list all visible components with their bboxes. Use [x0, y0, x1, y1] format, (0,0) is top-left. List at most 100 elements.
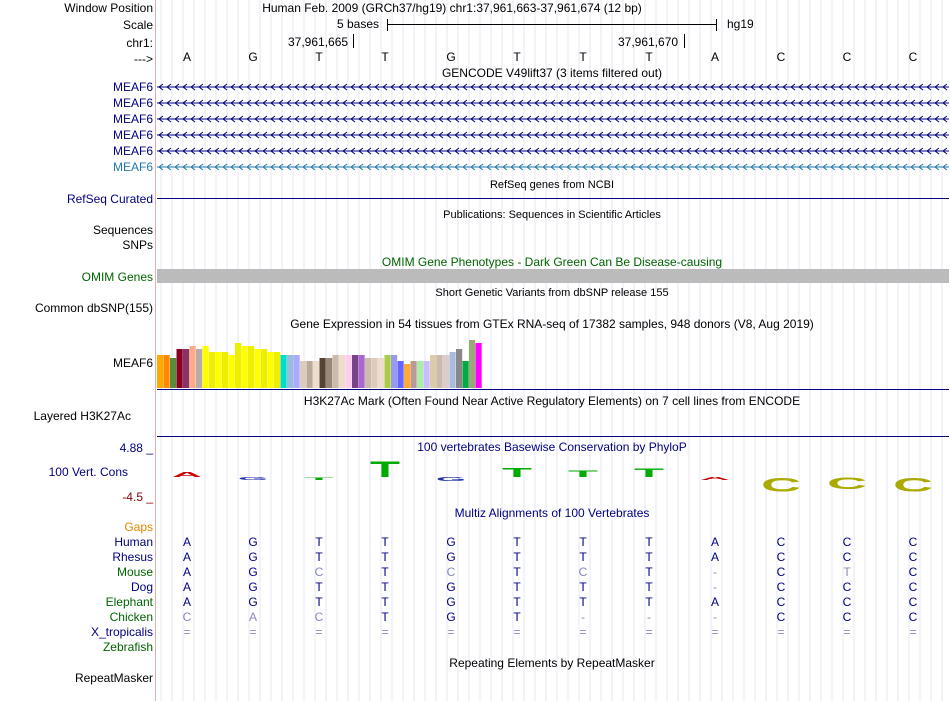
rmsk-label[interactable]: RepeatMasker: [74, 671, 153, 685]
gtex-bar-chart[interactable]: [156, 330, 556, 390]
strand-arrow: [886, 163, 892, 171]
gencode-gene-line[interactable]: [157, 162, 949, 172]
aligned-base: T: [381, 595, 389, 609]
gtex-tissue-bar: [157, 355, 164, 388]
pubs-label[interactable]: Sequences: [92, 223, 153, 237]
strand-arrow: [926, 83, 932, 91]
phylop-min-label: -4.5 _: [122, 490, 153, 504]
ref-base: T: [381, 50, 389, 64]
strand-arrow: [710, 115, 716, 123]
strand-arrow: [246, 115, 252, 123]
gtex-label[interactable]: MEAF6: [112, 356, 153, 370]
gencode-gene-line[interactable]: [157, 130, 949, 140]
strand-arrow: [798, 131, 804, 139]
aligned-base: =: [843, 625, 851, 639]
strand-arrow: [470, 163, 476, 171]
strand-arrow: [510, 131, 516, 139]
species-label[interactable]: Chicken: [109, 610, 153, 624]
gencode-item-label[interactable]: MEAF6: [112, 160, 153, 174]
strand-arrow: [238, 147, 244, 155]
species-label[interactable]: Rhesus: [112, 550, 153, 564]
gtex-tissue-bar: [475, 343, 482, 388]
strand-arrow: [814, 115, 820, 123]
gencode-item-label[interactable]: MEAF6: [112, 112, 153, 126]
omim-bar[interactable]: [157, 269, 949, 283]
species-label[interactable]: Elephant: [105, 595, 153, 609]
strand-arrow: [526, 99, 532, 107]
strand-arrow: [350, 147, 356, 155]
ref-base: T: [645, 50, 653, 64]
strand-label[interactable]: --->: [134, 52, 153, 66]
species-label[interactable]: Dog: [130, 580, 153, 594]
snps-label[interactable]: SNPs: [122, 238, 153, 252]
strand-arrow: [254, 99, 260, 107]
strand-arrow: [286, 163, 292, 171]
chr-label[interactable]: chr1:: [126, 36, 153, 50]
strand-arrow: [470, 115, 476, 123]
aligned-base: C: [908, 550, 918, 564]
scale-label[interactable]: Scale: [122, 18, 153, 32]
phylop-base-glyph: A: [172, 470, 204, 479]
species-label[interactable]: Zebrafish: [102, 640, 153, 654]
strand-arrow: [238, 131, 244, 139]
strand-arrow: [374, 163, 380, 171]
gtex-tissue-bar: [228, 355, 235, 388]
aligned-base: A: [182, 550, 192, 564]
refseq-gene-line[interactable]: [157, 198, 949, 199]
gencode-gene-line[interactable]: [157, 82, 949, 92]
strand-arrow: [422, 163, 428, 171]
gencode-item-label[interactable]: MEAF6: [112, 128, 153, 142]
strand-arrow: [782, 115, 788, 123]
strand-arrow: [710, 83, 716, 91]
strand-arrow: [286, 147, 292, 155]
species-label[interactable]: X_tropicalis: [90, 625, 153, 639]
strand-arrow: [286, 115, 292, 123]
dbsnp-label[interactable]: Common dbSNP(155): [34, 301, 153, 315]
gtex-tissue-bar: [384, 355, 391, 388]
gencode-item-label[interactable]: MEAF6: [112, 96, 153, 110]
strand-arrow: [806, 147, 812, 155]
strand-arrow: [350, 83, 356, 91]
aligned-base: G: [446, 610, 456, 624]
strand-arrow: [654, 147, 660, 155]
aligned-base: G: [248, 550, 258, 564]
strand-arrow: [198, 147, 204, 155]
window-position-label[interactable]: Window Position: [64, 1, 153, 15]
aligned-base: G: [446, 550, 456, 564]
gencode-gene-line[interactable]: [157, 146, 949, 156]
strand-arrow: [334, 83, 340, 91]
refseq-label[interactable]: RefSeq Curated: [66, 192, 153, 206]
strand-arrow: [446, 147, 452, 155]
aligned-base: -: [581, 610, 585, 624]
track-separator: [155, 0, 156, 701]
strand-arrow: [158, 131, 164, 139]
strand-arrow: [342, 115, 348, 123]
strand-arrow: [398, 131, 404, 139]
gencode-item-label[interactable]: MEAF6: [112, 144, 153, 158]
aligned-base: T: [315, 580, 323, 594]
species-label[interactable]: Human: [114, 535, 153, 549]
strand-arrow: [366, 83, 372, 91]
strand-arrow: [174, 83, 180, 91]
h3k27ac-label[interactable]: Layered H3K27Ac: [33, 409, 131, 423]
species-label[interactable]: Gaps: [124, 520, 153, 534]
gencode-gene-line[interactable]: [157, 98, 949, 108]
aligned-base: T: [579, 550, 587, 564]
gencode-item-label[interactable]: MEAF6: [112, 80, 153, 94]
species-label[interactable]: Mouse: [116, 565, 153, 579]
strand-arrow: [822, 83, 828, 91]
strand-arrow: [294, 99, 300, 107]
gtex-tissue-bar: [319, 358, 326, 388]
strand-arrow: [822, 115, 828, 123]
phylop-label[interactable]: 100 Vert. Cons: [48, 465, 128, 479]
strand-arrow: [430, 163, 436, 171]
aligned-base: G: [248, 535, 258, 549]
strand-arrow: [238, 99, 244, 107]
strand-arrow: [646, 83, 652, 91]
gtex-tissue-bar: [306, 361, 313, 388]
strand-arrow: [630, 115, 636, 123]
omim-label[interactable]: OMIM Genes: [81, 270, 153, 284]
gencode-gene-line[interactable]: [157, 114, 949, 124]
scale-bar: [387, 19, 717, 31]
